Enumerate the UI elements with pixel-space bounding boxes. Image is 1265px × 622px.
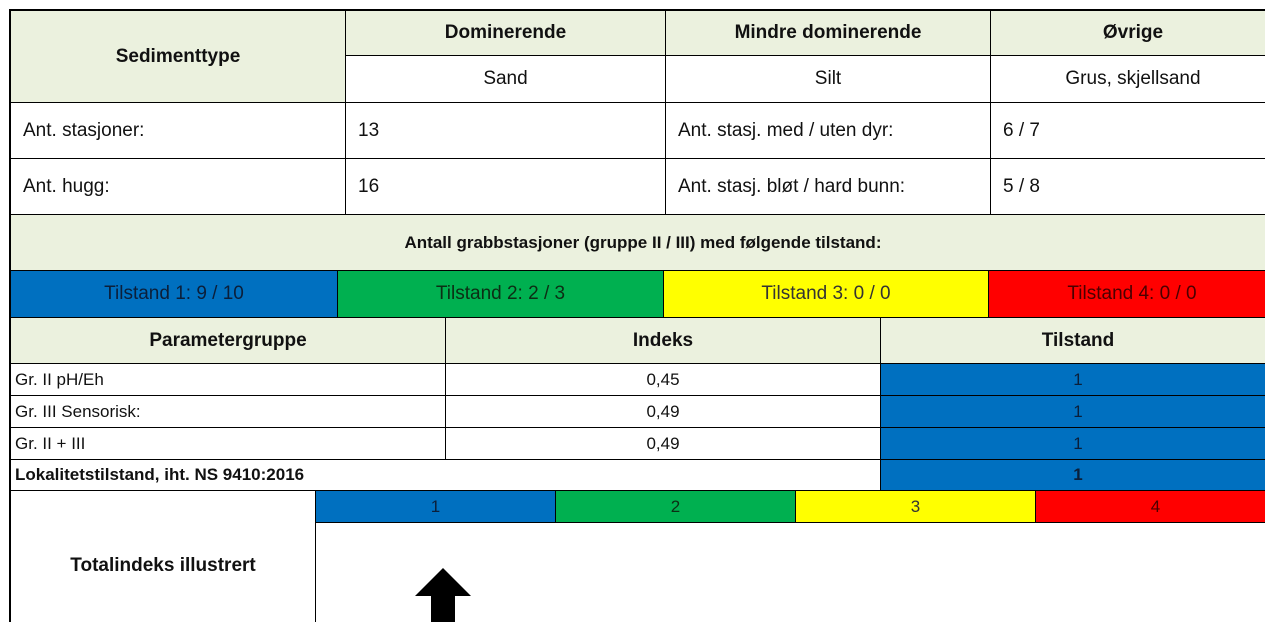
header-cell: Dominerende — [345, 10, 666, 56]
header-cell: Øvrige — [990, 10, 1265, 56]
tilstand-cell: Tilstand 3: 0 / 0 — [663, 270, 989, 318]
parameter-header: Parametergruppe — [10, 317, 446, 364]
header-value: Silt — [665, 55, 991, 103]
parameter-name: Gr. III Sensorisk: — [10, 395, 446, 428]
parameter-index: 0,49 — [445, 395, 881, 428]
parameter-header: Tilstand — [880, 317, 1265, 364]
station-cell: 16 — [345, 158, 666, 215]
total-label: Totalindeks illustrert — [10, 490, 316, 622]
station-cell: Ant. stasj. bløt / hard bunn: — [665, 158, 991, 215]
scale-segment: 3 — [795, 490, 1036, 523]
scale-segment: 2 — [555, 490, 796, 523]
locality-value: 1 — [880, 459, 1265, 491]
arrow-icon — [415, 568, 471, 622]
header-value: Sand — [345, 55, 666, 103]
tilstand-cell: Tilstand 1: 9 / 10 — [10, 270, 338, 318]
tilstand-cell: Tilstand 2: 2 / 3 — [337, 270, 664, 318]
section-title: Antall grabbstasjoner (gruppe II / III) … — [10, 214, 1265, 271]
scale-segment: 1 — [315, 490, 556, 523]
scale-segment: 4 — [1035, 490, 1265, 523]
station-cell: 13 — [345, 102, 666, 159]
parameter-header: Indeks — [445, 317, 881, 364]
station-cell: Ant. hugg: — [10, 158, 346, 215]
parameter-index: 0,45 — [445, 363, 881, 396]
station-cell: 5 / 8 — [990, 158, 1265, 215]
station-cell: Ant. stasjoner: — [10, 102, 346, 159]
locality-label: Lokalitetstilstand, iht. NS 9410:2016 — [10, 459, 881, 491]
parameter-tilstand: 1 — [880, 363, 1265, 396]
header-value: Grus, skjellsand — [990, 55, 1265, 103]
tilstand-cell: Tilstand 4: 0 / 0 — [988, 270, 1265, 318]
parameter-tilstand: 1 — [880, 427, 1265, 460]
station-cell: Ant. stasj. med / uten dyr: — [665, 102, 991, 159]
parameter-name: Gr. II pH/Eh — [10, 363, 446, 396]
parameter-name: Gr. II + III — [10, 427, 446, 460]
parameter-index: 0,49 — [445, 427, 881, 460]
header-cell: Sedimenttype — [10, 10, 346, 103]
parameter-tilstand: 1 — [880, 395, 1265, 428]
station-cell: 6 / 7 — [990, 102, 1265, 159]
header-cell: Mindre dominerende — [665, 10, 991, 56]
